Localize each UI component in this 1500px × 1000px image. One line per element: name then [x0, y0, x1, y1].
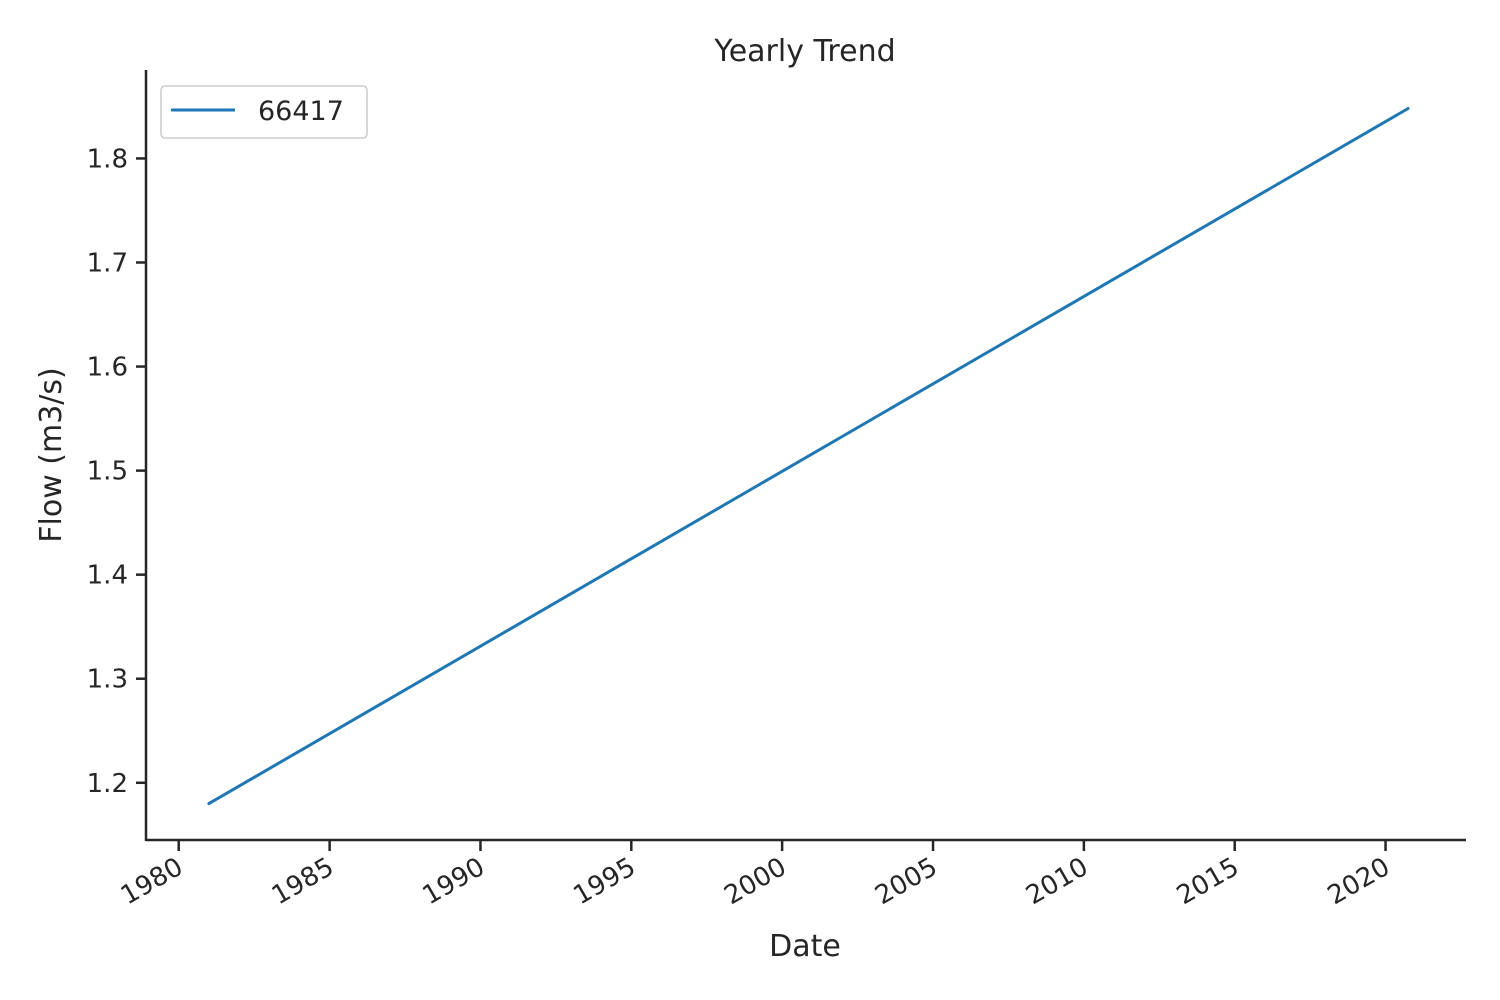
- x-tick-label: 1990: [418, 852, 490, 911]
- x-tick-label: 2020: [1323, 852, 1395, 911]
- y-tick-label: 1.6: [87, 353, 128, 383]
- series-line-66417: [207, 107, 1410, 806]
- x-tick-label: 2010: [1021, 852, 1093, 911]
- chart-title: Yearly Trend: [713, 34, 895, 69]
- x-tick-label: 1995: [568, 852, 640, 911]
- x-tick-label: 2005: [870, 852, 942, 911]
- legend-label-66417: 66417: [258, 96, 344, 127]
- y-tick-label: 1.3: [87, 665, 128, 695]
- y-tick-label: 1.7: [87, 249, 128, 279]
- x-axis-ticks: 1980 1985 1990 1995 2000 2005 2010 2015 2020: [116, 840, 1395, 911]
- y-tick-label: 1.2: [87, 769, 128, 799]
- y-axis-ticks: 1.2 1.3 1.4 1.5 1.6 1.7 1.8: [87, 144, 146, 799]
- x-tick-label: 2000: [719, 852, 791, 911]
- plot-area: [207, 107, 1410, 806]
- x-axis-label: Date: [769, 929, 841, 964]
- y-tick-label: 1.4: [87, 561, 128, 591]
- y-tick-label: 1.5: [87, 457, 128, 487]
- legend-frame: [160, 85, 368, 139]
- y-tick-label: 1.8: [87, 144, 128, 174]
- x-tick-label: 1980: [116, 852, 188, 911]
- x-tick-label: 2015: [1172, 852, 1244, 911]
- legend: 66417: [160, 85, 368, 139]
- y-axis-label: Flow (m3/s): [34, 367, 69, 542]
- x-tick-label: 1985: [267, 852, 339, 911]
